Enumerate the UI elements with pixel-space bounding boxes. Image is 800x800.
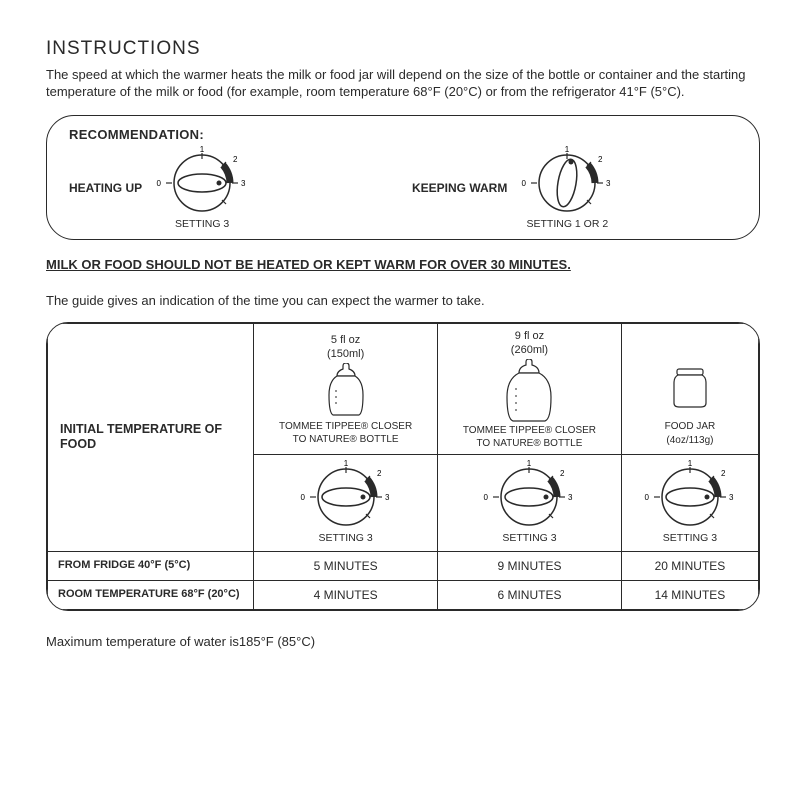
guide-text: The guide gives an indication of the tim… <box>46 292 760 310</box>
bottle-small-icon <box>323 363 369 419</box>
time-value: 4 MINUTES <box>254 581 438 610</box>
recommendation-box: RECOMMENDATION: HEATING UP SETTING 3 KEE… <box>46 115 760 241</box>
dial-cell: SETTING 3 <box>254 454 438 551</box>
setting-label: SETTING 3 <box>258 531 433 545</box>
volume-ml: (260ml) <box>444 344 615 357</box>
footer-note: Maximum temperature of water is185°F (85… <box>46 633 760 651</box>
dial-cell: SETTING 3 <box>438 454 622 551</box>
product-name: TO NATURE® BOTTLE <box>260 434 431 446</box>
keeping-setting: SETTING 1 OR 2 <box>527 217 609 231</box>
volume: 9 fl oz <box>444 330 615 343</box>
keeping-label: KEEPING WARM <box>412 180 507 196</box>
product-name: FOOD JAR <box>628 421 752 433</box>
volume: 5 fl oz <box>260 334 431 347</box>
dial-icon <box>296 459 396 529</box>
row-fridge-label: FROM FRIDGE 40°F (5°C) <box>48 552 254 581</box>
col-header: 9 fl oz (260ml) TOMMEE TIPPEE® CLOSER TO… <box>438 323 622 454</box>
dial-cell: SETTING 3 <box>621 454 758 551</box>
time-value: 20 MINUTES <box>621 552 758 581</box>
col-header: 5 fl oz (150ml) TOMMEE TIPPEE® CLOSER TO… <box>254 323 438 454</box>
product-name: TO NATURE® BOTTLE <box>444 438 615 450</box>
keeping-warm-cell: KEEPING WARM SETTING 1 OR 2 <box>412 145 737 231</box>
product-name: TOMMEE TIPPEE® CLOSER <box>444 425 615 437</box>
warning-text: MILK OR FOOD SHOULD NOT BE HEATED OR KEP… <box>46 256 760 274</box>
intro-text: The speed at which the warmer heats the … <box>46 66 760 101</box>
product-name: TOMMEE TIPPEE® CLOSER <box>260 421 431 433</box>
dial-icon <box>517 145 617 215</box>
recommendation-title: RECOMMENDATION: <box>69 126 737 144</box>
bottle-large-icon <box>502 359 556 423</box>
heating-table: INITIAL TEMPERATURE OF FOOD 5 fl oz (150… <box>46 322 760 612</box>
setting-label: SETTING 3 <box>626 531 754 545</box>
heating-up-cell: HEATING UP SETTING 3 <box>69 145 394 231</box>
row-label: INITIAL TEMPERATURE OF FOOD <box>48 323 254 551</box>
time-value: 9 MINUTES <box>438 552 622 581</box>
time-value: 6 MINUTES <box>438 581 622 610</box>
dial-icon <box>479 459 579 529</box>
setting-label: SETTING 3 <box>442 531 617 545</box>
time-value: 14 MINUTES <box>621 581 758 610</box>
jar-icon <box>669 367 711 411</box>
col-header: FOOD JAR (4oz/113g) <box>621 323 758 454</box>
row-room-label: ROOM TEMPERATURE 68°F (20°C) <box>48 581 254 610</box>
product-name: (4oz/113g) <box>628 435 752 447</box>
heating-label: HEATING UP <box>69 180 142 196</box>
heating-setting: SETTING 3 <box>175 217 229 231</box>
time-value: 5 MINUTES <box>254 552 438 581</box>
dial-icon <box>640 459 740 529</box>
volume-ml: (150ml) <box>260 348 431 361</box>
dial-icon <box>152 145 252 215</box>
page-title: INSTRUCTIONS <box>46 36 760 62</box>
